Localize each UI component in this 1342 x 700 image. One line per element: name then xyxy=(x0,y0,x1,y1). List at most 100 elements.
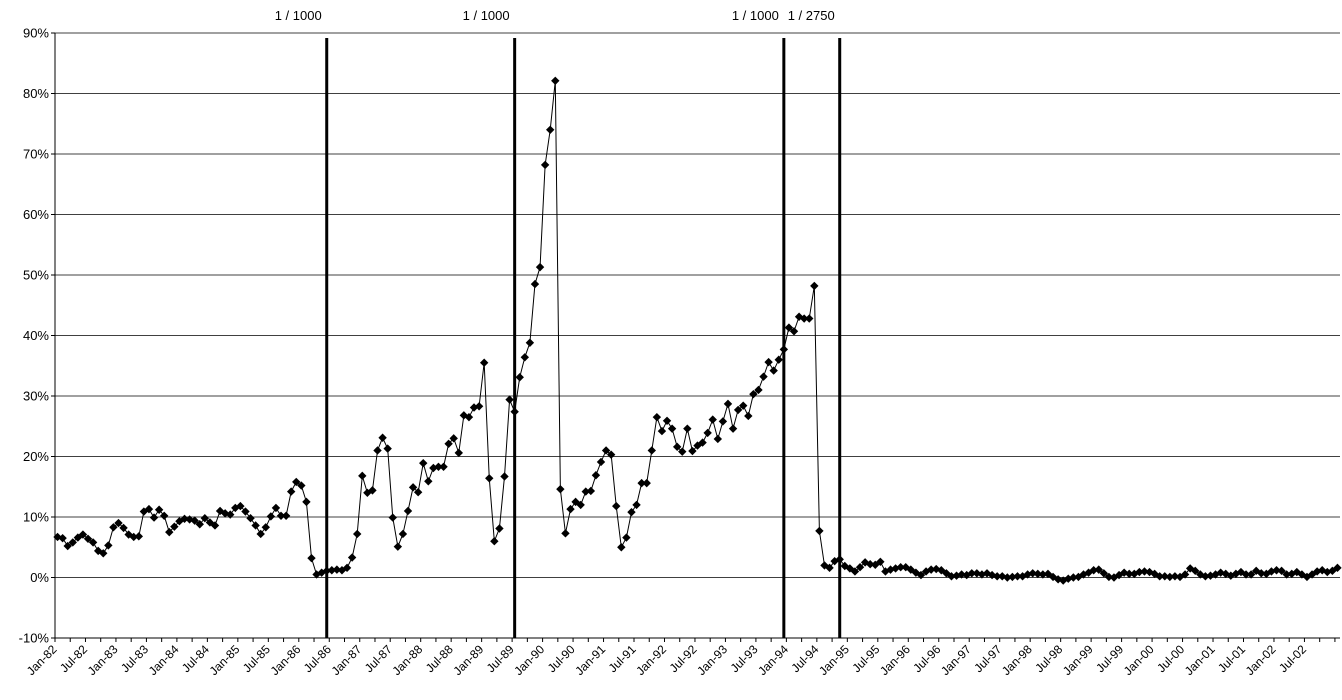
data-point xyxy=(307,553,316,563)
data-point xyxy=(99,549,108,558)
data-point xyxy=(444,439,453,448)
data-point xyxy=(744,411,753,421)
data-point xyxy=(962,570,971,580)
data-point xyxy=(987,570,997,580)
data-point xyxy=(1074,572,1083,582)
data-point xyxy=(1191,566,1200,576)
data-point xyxy=(154,505,164,514)
data-point xyxy=(73,533,83,542)
data-point xyxy=(500,472,509,481)
data-point xyxy=(439,462,448,471)
data-point xyxy=(566,504,575,514)
series-line xyxy=(57,80,1338,582)
data-point xyxy=(586,486,596,496)
data-point xyxy=(678,447,687,456)
x-tick-label: Jan-90 xyxy=(511,642,547,678)
data-point xyxy=(215,506,225,516)
data-point xyxy=(276,511,286,520)
data-point xyxy=(1307,570,1317,579)
event-line-label: 1 / 1000 xyxy=(732,8,779,23)
data-point xyxy=(992,572,1002,581)
data-point xyxy=(109,523,118,532)
x-tick-label: Jul-96 xyxy=(910,642,943,675)
x-tick-label: Jul-87 xyxy=(362,642,395,675)
data-point xyxy=(149,513,159,522)
data-point xyxy=(799,314,809,323)
data-point xyxy=(601,446,611,455)
data-point xyxy=(1155,572,1164,581)
x-tick-label: Jan-00 xyxy=(1121,642,1157,678)
data-point xyxy=(683,424,692,433)
data-point xyxy=(195,520,204,529)
data-point xyxy=(556,484,565,494)
data-point xyxy=(1216,568,1225,577)
data-point xyxy=(1333,563,1342,573)
data-point xyxy=(246,514,255,523)
data-point xyxy=(926,565,936,574)
data-point xyxy=(916,570,926,580)
data-point xyxy=(1013,572,1022,581)
data-point xyxy=(688,446,697,456)
data-point xyxy=(434,462,443,471)
data-point xyxy=(403,506,413,516)
data-point xyxy=(1038,570,1048,579)
data-point xyxy=(805,314,814,323)
data-point xyxy=(353,529,362,539)
event-line-label: 1 / 2750 xyxy=(788,8,835,23)
y-tick-label: -10% xyxy=(19,631,50,646)
y-tick-label: 0% xyxy=(30,570,49,585)
data-point xyxy=(657,426,667,436)
data-point xyxy=(490,537,499,546)
data-point xyxy=(703,428,712,438)
data-point xyxy=(1008,572,1017,582)
data-point xyxy=(286,487,296,496)
data-point xyxy=(83,534,93,543)
data-point xyxy=(165,527,174,537)
data-point xyxy=(1251,566,1261,576)
x-tick-label: Jan-02 xyxy=(1243,642,1279,678)
data-point xyxy=(1125,569,1134,579)
data-point xyxy=(1312,567,1322,576)
data-point xyxy=(617,543,626,552)
data-point xyxy=(256,529,265,539)
data-point xyxy=(485,474,494,483)
y-tick-label: 70% xyxy=(23,147,49,162)
data-point xyxy=(947,572,956,581)
data-point xyxy=(739,401,748,410)
data-point xyxy=(1221,569,1230,579)
data-point xyxy=(58,533,67,543)
y-tick-label: 90% xyxy=(23,26,49,41)
data-point xyxy=(281,511,291,520)
data-point xyxy=(327,566,337,575)
data-point xyxy=(261,523,270,532)
data-point xyxy=(236,501,245,511)
vertical-markers: 1 / 1000 1 / 1000 1 / 1000 1 / 2750 xyxy=(275,8,842,638)
data-point xyxy=(932,564,941,574)
x-tick-label: Jul-84 xyxy=(179,642,212,675)
data-point xyxy=(393,542,403,551)
data-point xyxy=(241,507,250,516)
x-tick-label: Jan-82 xyxy=(24,642,60,678)
data-point xyxy=(723,399,733,409)
data-point xyxy=(591,471,601,480)
data-point xyxy=(733,405,743,415)
data-point xyxy=(1058,576,1068,585)
data-point xyxy=(1165,572,1175,582)
x-tick-label: Jul-89 xyxy=(484,642,517,675)
data-point xyxy=(535,262,545,272)
x-tick-label: Jul-99 xyxy=(1093,642,1126,675)
data-point xyxy=(114,518,123,528)
data-point xyxy=(119,523,128,533)
data-point xyxy=(347,553,357,562)
data-point xyxy=(332,565,342,574)
data-point xyxy=(1160,572,1169,581)
data-point xyxy=(850,567,860,576)
data-point xyxy=(373,446,382,455)
data-point xyxy=(622,533,631,542)
data-point xyxy=(302,497,311,507)
x-tick-label: Jan-97 xyxy=(938,642,974,678)
data-point xyxy=(789,327,799,336)
data-point xyxy=(647,446,656,455)
x-tick-label: Jan-91 xyxy=(572,642,608,678)
data-point xyxy=(63,541,72,551)
